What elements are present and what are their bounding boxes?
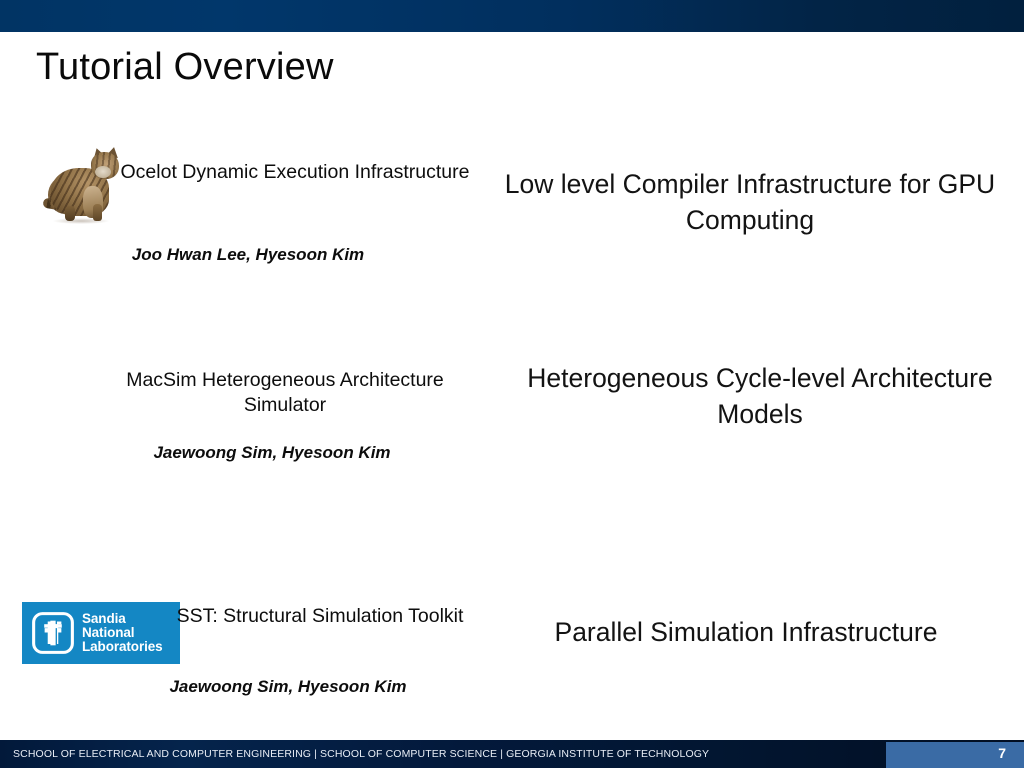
project-authors: Joo Hwan Lee, Hyesoon Kim [131, 245, 365, 264]
footer-affiliation-text: SCHOOL OF ELECTRICAL AND COMPUTER ENGINE… [13, 748, 710, 760]
sandia-thunderbird-icon [32, 612, 74, 654]
project-right-column: Low level Compiler Infrastructure for GP… [470, 132, 1024, 302]
project-right-column: Parallel Simulation Infrastructure [470, 572, 1024, 732]
project-right-column: Heterogeneous Cycle-level Architecture M… [470, 338, 1024, 498]
project-title: MacSim Heterogeneous Architecture Simula… [126, 369, 444, 416]
project-description: Parallel Simulation Infrastructure [554, 617, 938, 647]
project-row: Sandia National Laboratories SST: Struct… [0, 572, 1024, 732]
project-left-column: Sandia National Laboratories SST: Struct… [0, 572, 470, 732]
sandia-logo: Sandia National Laboratories [22, 602, 180, 664]
project-title: SST: Structural Simulation Toolkit [176, 605, 464, 627]
sandia-wordmark: Sandia National Laboratories [82, 610, 163, 655]
slide-footer: SCHOOL OF ELECTRICAL AND COMPUTER ENGINE… [0, 740, 1024, 768]
project-authors: Jaewoong Sim, Hyesoon Kim [153, 443, 391, 462]
sandia-line-1: Sandia [82, 610, 126, 626]
sandia-line-3: Laboratories [82, 639, 163, 655]
project-row: MacSim Heterogeneous Architecture Simula… [0, 338, 1024, 498]
page-number: 7 [998, 745, 1006, 761]
sandia-line-2: National [82, 624, 135, 640]
project-description: Low level Compiler Infrastructure for GP… [504, 169, 996, 235]
project-row: Ocelot Dynamic Execution Infrastructure … [0, 132, 1024, 302]
project-logo-slot: Sandia National Laboratories [22, 602, 182, 664]
project-logo-slot [22, 142, 182, 227]
ocelot-photo-icon [37, 142, 129, 227]
page-number-badge [886, 742, 1024, 768]
project-left-column: MacSim Heterogeneous Architecture Simula… [0, 338, 470, 498]
slide-top-banner [0, 0, 1024, 32]
project-left-column: Ocelot Dynamic Execution Infrastructure … [0, 132, 470, 302]
slide-content: Ocelot Dynamic Execution Infrastructure … [0, 120, 1024, 720]
project-title: Ocelot Dynamic Execution Infrastructure [120, 161, 470, 183]
page-title: Tutorial Overview [36, 46, 334, 88]
project-authors: Jaewoong Sim, Hyesoon Kim [169, 677, 407, 696]
project-description: Heterogeneous Cycle-level Architecture M… [527, 363, 993, 429]
